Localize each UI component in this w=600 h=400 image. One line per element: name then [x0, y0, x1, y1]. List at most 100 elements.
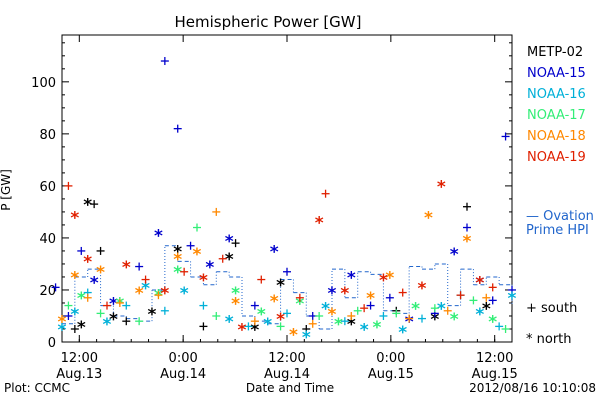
- south-point: [218, 254, 227, 263]
- north-point: *: [154, 227, 163, 247]
- south-point: [276, 322, 285, 331]
- south-point: [244, 322, 253, 331]
- north-point: *: [103, 315, 112, 335]
- chart-title: Hemispheric Power [GW]: [175, 13, 362, 31]
- south-point: [353, 306, 362, 315]
- north-point: *: [385, 268, 394, 288]
- south-point: [231, 239, 240, 248]
- north-point: *: [122, 258, 131, 278]
- north-point: *: [160, 284, 169, 304]
- south-point: [501, 324, 510, 333]
- north-point: *: [289, 326, 298, 346]
- north-point: *: [379, 271, 388, 291]
- south-point: [385, 293, 394, 302]
- north-point: *: [347, 315, 356, 335]
- south-point: [250, 301, 259, 310]
- y-tick-label: 80: [39, 128, 56, 143]
- legend-series-label: NOAA-18: [527, 129, 586, 144]
- south-point: [51, 283, 60, 292]
- south-point: [308, 319, 317, 328]
- north-point: *: [199, 271, 208, 291]
- south-point: [250, 317, 259, 326]
- north-point: *: [276, 310, 285, 330]
- south-point: [366, 301, 375, 310]
- legend-series-label: NOAA-17: [527, 108, 586, 123]
- south-point: [508, 285, 516, 294]
- y-tick-label: 40: [39, 232, 56, 247]
- south-point: [154, 291, 163, 300]
- axes-layer: 02040608010012:00Aug.130:00Aug.1412:00Au…: [31, 34, 518, 382]
- north-point: *: [347, 268, 356, 288]
- north-point: *: [109, 294, 118, 314]
- south-point: [347, 311, 356, 320]
- south-point: [83, 293, 92, 302]
- south-point: [212, 207, 221, 216]
- north-point: *: [450, 310, 459, 330]
- south-point: [122, 317, 131, 326]
- north-point: *: [424, 209, 433, 229]
- north-point: *: [238, 320, 247, 340]
- north-point: *: [360, 320, 369, 340]
- north-point: *: [135, 284, 144, 304]
- x-tick-date-label: Aug.14: [160, 367, 206, 382]
- south-point: [77, 246, 86, 255]
- north-point: *: [373, 318, 382, 338]
- north-point: *: [340, 284, 349, 304]
- south-point: [64, 301, 73, 310]
- north-point: *: [90, 274, 99, 294]
- y-tick-label: 20: [39, 284, 56, 299]
- south-point: [283, 309, 291, 318]
- south-point: [495, 322, 504, 331]
- south-point: [96, 246, 105, 255]
- plot-timestamp: 2012/08/16 10:10:08: [469, 381, 596, 395]
- south-point: [430, 304, 439, 313]
- south-point: [283, 267, 291, 276]
- north-point: *: [148, 305, 157, 325]
- x-tick-time-label: 12:00: [476, 351, 513, 366]
- north-point: *: [58, 320, 67, 340]
- south-point: [193, 223, 201, 232]
- north-point: *: [334, 315, 343, 335]
- north-point: *: [321, 300, 330, 320]
- north-point: *: [263, 315, 272, 335]
- south-point: [463, 223, 471, 232]
- south-point: [379, 311, 388, 320]
- north-point: *: [109, 310, 118, 330]
- north-point: *: [173, 242, 182, 262]
- north-point: *: [231, 284, 240, 304]
- north-point: *: [270, 242, 279, 262]
- south-point: [443, 306, 452, 315]
- south-point: [488, 283, 497, 292]
- south-point: [160, 306, 169, 315]
- legend-series-label: NOAA-15: [527, 66, 586, 81]
- south-point: [64, 311, 73, 320]
- north-point: *: [250, 320, 259, 340]
- south-point: [199, 322, 208, 331]
- south-point: [315, 311, 324, 320]
- south-point: [186, 241, 195, 250]
- north-point: *: [70, 209, 79, 229]
- points-layer: *** ** **** **************** ** **** ** *******…: [51, 57, 517, 348]
- south-point: [482, 293, 491, 302]
- x-tick-date-label: Aug.15: [368, 367, 414, 382]
- north-point: *: [328, 284, 337, 304]
- north-point: *: [77, 318, 86, 338]
- north-point: *: [83, 253, 92, 273]
- north-point: *: [83, 196, 92, 216]
- south-point: [103, 301, 111, 310]
- x-axis-label: Date and Time: [246, 381, 334, 395]
- legend-series-label: METP-02: [527, 45, 583, 60]
- legend-ovation-label-line2: Prime HPI: [526, 223, 589, 238]
- north-point: *: [225, 313, 234, 333]
- south-point: [90, 200, 99, 209]
- x-tick-date-label: Aug.15: [472, 367, 518, 382]
- north-point: *: [70, 268, 79, 288]
- north-point: *: [58, 313, 67, 333]
- north-point: *: [328, 305, 337, 325]
- north-point: *: [508, 289, 517, 309]
- north-point: *: [463, 232, 472, 252]
- north-point: *: [302, 328, 311, 348]
- north-point: *: [475, 274, 484, 294]
- legend-ovation-label-line1: — Ovation: [526, 209, 594, 224]
